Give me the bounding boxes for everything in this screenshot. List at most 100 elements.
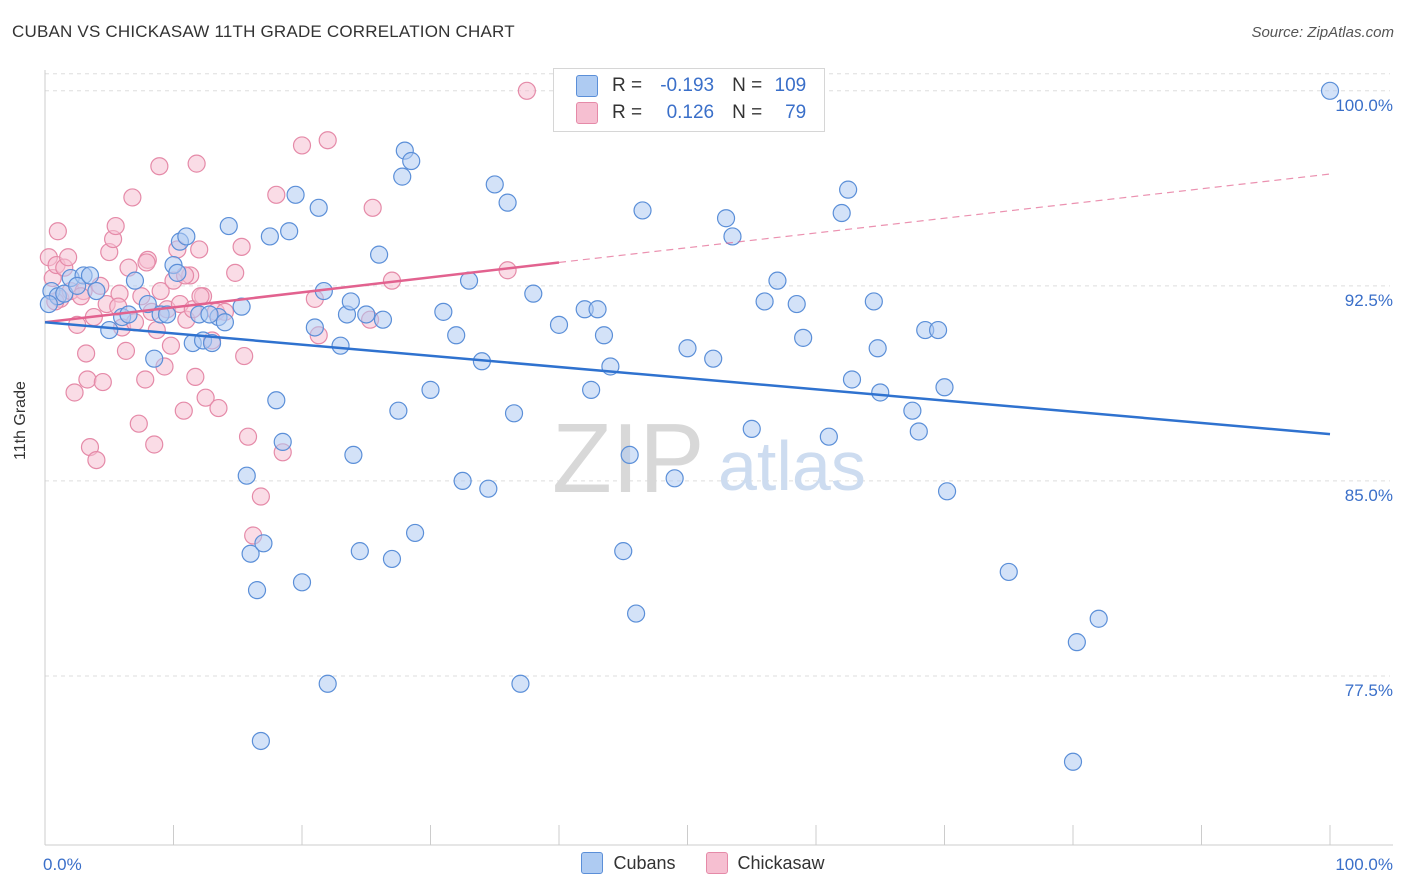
cubans-point	[373, 310, 393, 329]
cubans-point	[177, 227, 196, 246]
x-tick-label-min: 0.0%	[43, 855, 82, 874]
chickasaw-point	[77, 344, 96, 363]
watermark-atlas: atlas	[718, 427, 866, 505]
chart-title: CUBAN VS CHICKASAW 11TH GRADE CORRELATIO…	[12, 22, 515, 41]
legend-chick-n: 79	[785, 102, 807, 123]
tick-labels: 77.5% 85.0% 92.5% 100.0% 0.0% 100.0%	[43, 96, 1393, 874]
cubans-point	[665, 469, 684, 488]
bottom-legend: Cubans Chickasaw	[0, 852, 1406, 874]
cubans-point	[794, 328, 813, 347]
cubans-point	[511, 674, 530, 693]
cubans-point	[370, 245, 389, 264]
cubans-point	[292, 573, 312, 592]
cubans-point	[839, 180, 858, 199]
stats-legend: R = -0.193 N = 109 R = 0.126 N = 79	[553, 68, 825, 132]
cubans-point	[582, 380, 601, 399]
bottom-legend-cubans-label: Cubans	[613, 852, 676, 873]
cubans-point	[1089, 609, 1108, 628]
legend-swatch-cubans	[576, 75, 598, 97]
chickasaw-point	[106, 216, 125, 236]
cubans-point	[787, 294, 806, 314]
trend-layer	[44, 173, 1331, 436]
legend-cubans-r: -0.193	[660, 75, 715, 96]
chickasaw-point	[161, 336, 181, 355]
chickasaw-point	[145, 435, 164, 454]
cubans-point	[614, 542, 633, 561]
cubans-point	[819, 427, 838, 446]
cubans-point	[202, 333, 222, 353]
chickasaw-point	[235, 346, 254, 366]
cubans-point	[524, 284, 543, 303]
chickasaw-point	[151, 281, 170, 301]
legend-swatch-chickasaw	[576, 102, 598, 124]
cubans-point	[80, 266, 100, 285]
cubans-point	[498, 193, 517, 212]
cubans-point	[39, 294, 58, 314]
chickasaw-point	[65, 383, 84, 402]
cubans-point	[594, 326, 614, 345]
chickasaw-point	[78, 370, 97, 389]
cubans-point	[620, 445, 639, 464]
cubans-trend-line	[44, 321, 1331, 436]
chickasaw-point	[147, 320, 166, 340]
bottom-legend-chickasaw[interactable]: Chickasaw	[705, 852, 825, 874]
cubans-points	[39, 81, 1340, 771]
bottom-legend-cubans[interactable]: Cubans	[581, 852, 676, 874]
cubans-point	[935, 378, 954, 397]
cubans-point	[145, 349, 164, 368]
y-tick-label: 100.0%	[1335, 96, 1393, 115]
cubans-point	[389, 401, 408, 420]
cubans-point	[215, 313, 234, 332]
cubans-point	[842, 370, 862, 389]
cubans-point	[434, 302, 453, 321]
cubans-point	[549, 315, 569, 334]
cubans-point	[479, 479, 498, 498]
y-tick-label: 85.0%	[1345, 486, 1393, 505]
chickasaw-point	[150, 157, 169, 176]
cubans-point	[768, 271, 787, 290]
chickasaw-point	[238, 427, 258, 446]
cubans-point	[909, 422, 928, 441]
chickasaw-point	[59, 248, 78, 267]
cubans-point	[260, 227, 279, 246]
cubans-point	[903, 401, 922, 420]
cubans-point	[405, 523, 425, 543]
chickasaw-point	[186, 367, 205, 386]
legend-chick-r: 0.126	[666, 102, 715, 123]
legend-row-chickasaw: R = 0.126 N = 79	[576, 102, 806, 124]
cubans-point	[267, 391, 286, 410]
cubans-point	[393, 167, 412, 186]
cubans-point	[678, 339, 697, 358]
cubans-point	[723, 227, 742, 246]
cubans-point	[1320, 81, 1340, 100]
y-tick-label: 92.5%	[1345, 291, 1393, 310]
cubans-point	[254, 534, 273, 553]
legend-r-label: R =	[612, 75, 643, 96]
cubans-point	[68, 276, 87, 295]
cubans-point	[588, 300, 607, 319]
cubans-point	[704, 349, 723, 368]
cubans-point	[864, 292, 883, 311]
chickasaw-points	[39, 81, 536, 545]
cubans-point	[382, 549, 402, 569]
cubans-point	[716, 209, 736, 228]
chickasaw-point	[137, 253, 156, 272]
chickasaw-point	[87, 451, 106, 470]
legend-cubans-n: 109	[774, 75, 807, 96]
chickasaw-point	[48, 222, 67, 241]
cubans-point	[1063, 752, 1083, 771]
chickasaw-trend-extension	[558, 173, 1331, 264]
bottom-legend-chick-label: Chickasaw	[737, 852, 825, 873]
cubans-point	[331, 336, 350, 355]
cubans-point	[305, 318, 324, 337]
cubans-point	[453, 471, 472, 491]
cubans-point	[344, 445, 363, 464]
chickasaw-point	[292, 136, 312, 155]
cubans-point	[402, 151, 421, 171]
bottom-swatch-cubans	[581, 852, 604, 874]
chickasaw-point	[174, 401, 193, 420]
cubans-point	[633, 201, 652, 220]
legend-n-label: N =	[732, 102, 763, 123]
legend-n-label: N =	[732, 75, 763, 96]
